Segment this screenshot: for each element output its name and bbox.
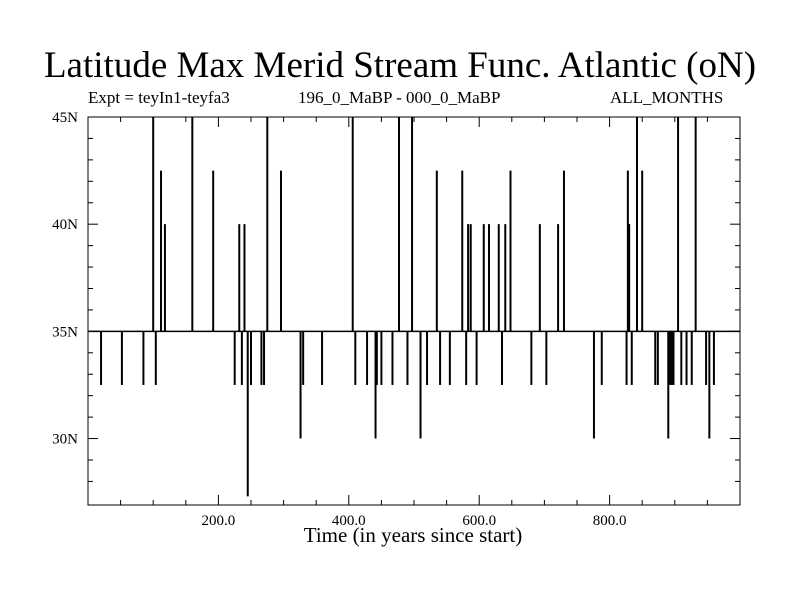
- bars-group: [88, 117, 740, 497]
- y-tick-label: 30N: [52, 432, 78, 448]
- y-tick-label: 35N: [52, 324, 78, 340]
- x-tick-label: 400.0: [332, 513, 366, 529]
- y-tick-label: 40N: [52, 217, 78, 233]
- months-label: ALL_MONTHS: [610, 88, 724, 107]
- chart-title: Latitude Max Merid Stream Func. Atlantic…: [43, 45, 757, 86]
- time-range-label: 196_0_MaBP - 000_0_MaBP: [298, 88, 501, 107]
- ticks-group: 200.0 400.0 600.0 800.0 30N 35N 40N 45N: [52, 110, 740, 529]
- x-axis-title: Time (in years since start): [304, 523, 523, 547]
- y-tick-label: 45N: [52, 110, 78, 126]
- x-tick-label: 600.0: [462, 513, 496, 529]
- experiment-label: Expt = teyIn1-teyfa3: [88, 88, 230, 107]
- x-tick-label: 800.0: [593, 513, 627, 529]
- x-tick-label: 200.0: [202, 513, 236, 529]
- plot-frame: [87, 116, 741, 506]
